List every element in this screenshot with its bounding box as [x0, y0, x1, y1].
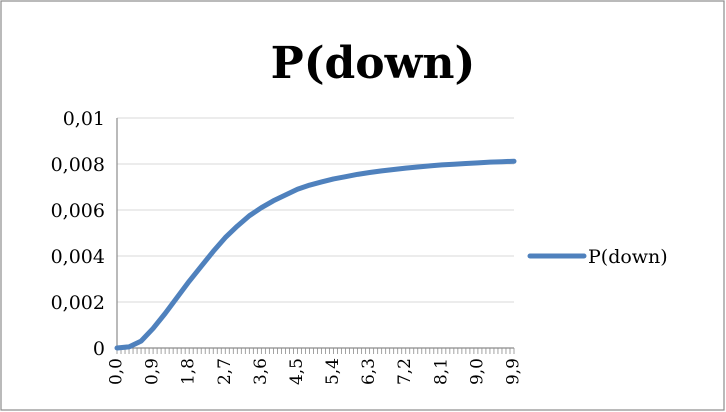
y-tick-label: 0,008: [51, 154, 105, 176]
chart-title: P(down): [271, 38, 476, 89]
x-tick-label: 8,1: [431, 358, 451, 385]
series-line: [114, 158, 517, 351]
x-tick-label: 4,5: [287, 358, 307, 385]
y-tick-label: 0,01: [63, 108, 105, 130]
legend: P(down): [527, 246, 668, 268]
x-tick-label: 7,2: [395, 358, 415, 385]
y-tick-labels: 0 0,002 0,004 0,006 0,008 0,01: [51, 108, 105, 360]
x-tick-label: 1,8: [179, 358, 199, 385]
legend-label: P(down): [588, 246, 668, 268]
x-tick-label: 6,3: [359, 358, 379, 385]
x-tick-label: 2,7: [215, 358, 235, 385]
x-tick-label: 3,6: [251, 358, 271, 385]
x-tick-label: 5,4: [323, 358, 343, 385]
gridlines: [117, 117, 514, 303]
y-tick-label: 0,006: [51, 200, 105, 222]
x-tick-label: 9,9: [504, 358, 524, 385]
y-tick-label: 0,002: [51, 292, 105, 314]
series-lines: [114, 158, 517, 351]
x-tick-label: 0,0: [107, 358, 127, 385]
x-tick-labels: 0,0 0,9 1,8 2,7 3,6 4,5 5,4 6,3 7,2 8,1 9,0 9,9: [107, 358, 524, 385]
y-tick-label: 0,004: [51, 246, 105, 268]
x-tick-label: 9,0: [467, 358, 487, 385]
y-tick-label: 0: [93, 338, 105, 360]
x-tick-label: 0,9: [143, 358, 163, 385]
